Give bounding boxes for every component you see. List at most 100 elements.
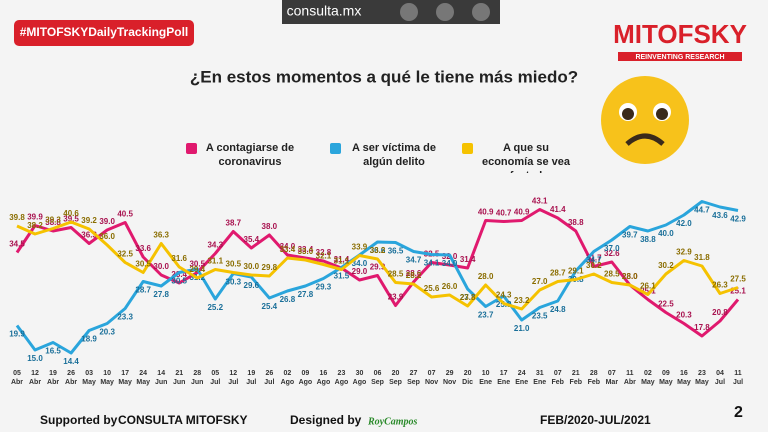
value-label: 34.0	[442, 259, 458, 268]
x-tick-month: Jun	[173, 379, 185, 386]
x-tick-day: 07	[608, 370, 616, 377]
value-label: 27.8	[298, 290, 314, 299]
value-label: 40.6	[63, 209, 79, 218]
value-label: 25.4	[262, 302, 278, 311]
emoji-mouth	[625, 133, 665, 146]
x-tick-day: 28	[590, 370, 598, 377]
value-label: 39.3	[45, 216, 61, 225]
youtube-icon[interactable]	[472, 3, 490, 21]
x-tick-month: Feb	[552, 379, 564, 386]
x-tick-month: Ene	[515, 379, 528, 386]
supported-label: Supported by	[40, 413, 118, 427]
value-label: 14.4	[63, 357, 79, 366]
twitter-icon[interactable]	[400, 3, 418, 21]
value-label: 33.4	[298, 245, 314, 254]
value-label: 29.9	[370, 263, 386, 272]
x-tick-day: 31	[536, 370, 544, 377]
x-tick-day: 30	[356, 370, 364, 377]
x-tick-day: 20	[392, 370, 400, 377]
value-label: 26.8	[280, 295, 296, 304]
x-tick-day: 17	[121, 370, 129, 377]
x-tick-month: Jul	[246, 379, 256, 386]
value-label: 30.5	[189, 260, 205, 269]
value-label: 40.0	[658, 229, 674, 238]
x-tick-month: Abr	[11, 379, 23, 386]
value-label: 27.5	[730, 275, 746, 284]
page-number: 2	[734, 404, 743, 421]
value-label: 29.4	[189, 265, 205, 274]
x-tick-month: Jun	[191, 379, 203, 386]
x-tick-day: 14	[157, 370, 165, 377]
value-label: 39.0	[99, 217, 115, 226]
x-tick-month: Feb	[588, 379, 600, 386]
x-tick-month: Ago	[299, 379, 313, 386]
value-label: 30.2	[658, 261, 674, 270]
x-tick-day: 12	[229, 370, 237, 377]
x-tick-month: Jun	[155, 379, 167, 386]
x-tick-month: May	[100, 379, 114, 386]
value-label: 40.5	[117, 210, 133, 219]
value-label: 28.0	[478, 272, 494, 281]
value-label: 28.5	[604, 270, 620, 279]
x-tick-day: 23	[338, 370, 346, 377]
x-tick-day: 19	[49, 370, 57, 377]
value-label: 43.6	[712, 211, 728, 220]
value-label: 38.8	[568, 218, 584, 227]
value-label: 26.0	[442, 282, 458, 291]
value-label: 28.6	[406, 269, 422, 278]
legend-label: A ser víctima de algún delito	[352, 142, 436, 168]
value-label: 33.6	[135, 244, 151, 253]
x-tick-month: Sep	[389, 379, 402, 386]
x-tick-day: 16	[680, 370, 688, 377]
value-label: 34.0	[280, 242, 296, 251]
x-tick-month: Ago	[353, 379, 367, 386]
x-tick-month: May	[118, 379, 132, 386]
value-label: 40.9	[514, 208, 530, 217]
value-label: 42.0	[676, 219, 692, 228]
value-label: 19.9	[9, 330, 25, 339]
value-label: 25.1	[730, 287, 746, 296]
value-label: 30.5	[171, 277, 187, 286]
x-tick-month: Mar	[606, 379, 619, 386]
x-tick-month: May	[677, 379, 691, 386]
value-label: 29.6	[244, 281, 260, 290]
value-label: 23.3	[117, 313, 133, 322]
value-label: 39.5	[63, 215, 79, 224]
value-label: 28.7	[550, 269, 566, 278]
x-tick-month: Jul	[715, 379, 725, 386]
site[interactable]: consulta.mx	[287, 3, 362, 19]
value-label: 27.0	[532, 277, 548, 286]
x-tick-day: 21	[572, 370, 580, 377]
value-label: 33.2	[370, 246, 386, 255]
value-label: 38.8	[45, 218, 61, 227]
x-tick-day: 04	[716, 370, 724, 377]
value-label: 31.4	[334, 255, 350, 264]
value-label: 32.5	[117, 250, 133, 259]
x-tick-day: 24	[518, 370, 526, 377]
value-label: 29.8	[262, 263, 278, 272]
value-label: 27.2	[460, 293, 476, 302]
x-tick-day: 27	[410, 370, 418, 377]
value-label: 31.5	[334, 272, 350, 281]
supporters: CONSULTA MITOFSKY	[118, 413, 248, 427]
x-tick-day: 21	[175, 370, 183, 377]
facebook-icon[interactable]	[436, 3, 454, 21]
tagline-bar	[618, 52, 742, 61]
emoji-pupil	[622, 108, 634, 120]
hashtag: #MITOFSKYDailyTrackingPoll	[20, 25, 189, 39]
value-label: 32.6	[604, 249, 620, 258]
value-label: 20.3	[99, 328, 115, 337]
value-label: 31.7	[586, 254, 602, 263]
plot: 05 Abr 12 Abr 19 Abr 26 Abr 03 May 10 May 17 May 24 May…	[9, 197, 746, 386]
x-tick-day: 07	[554, 370, 562, 377]
value-label: 26.3	[712, 281, 728, 290]
brand: MITOFSKY	[613, 19, 747, 49]
value-label: 39.8	[9, 213, 25, 222]
value-label: 32.9	[676, 248, 692, 257]
legend: A contagiarse de coronavirus A ser víctim…	[186, 142, 570, 173]
value-label: 30.5	[135, 260, 151, 269]
value-label: 39.2	[81, 216, 97, 225]
value-label: 30.2	[586, 261, 602, 270]
value-label: 29.3	[316, 283, 332, 292]
value-label: 44.7	[694, 206, 710, 215]
